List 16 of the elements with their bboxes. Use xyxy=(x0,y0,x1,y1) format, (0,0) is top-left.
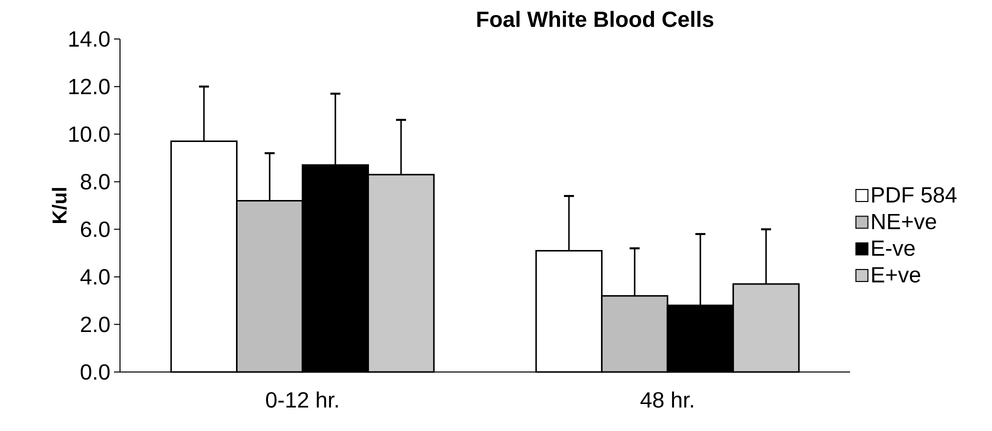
y-tick-label: 14.0 xyxy=(69,31,110,47)
legend-label: PDF 584 xyxy=(872,187,957,203)
y-tick-label: 6.0 xyxy=(81,221,110,238)
y-tick-label: 2.0 xyxy=(81,316,110,332)
chart-title: Foal White Blood Cells xyxy=(477,10,714,28)
y-axis-title: K/ul xyxy=(52,188,67,224)
y-tick-label: 8.0 xyxy=(80,174,110,190)
x-tick-label: 48 hr. xyxy=(640,392,694,408)
y-tick-label: 12.0 xyxy=(69,78,110,94)
legend-label: E+ve xyxy=(872,267,920,283)
legend-label: NE+ve xyxy=(872,214,936,230)
y-tick-label: 0.0 xyxy=(80,364,110,380)
y-tick-label: 4.0 xyxy=(80,269,110,285)
x-tick-label: 0-12 hr. xyxy=(266,392,338,408)
legend-label: E-ve xyxy=(872,240,915,256)
y-tick-label: 10.0 xyxy=(69,126,110,142)
